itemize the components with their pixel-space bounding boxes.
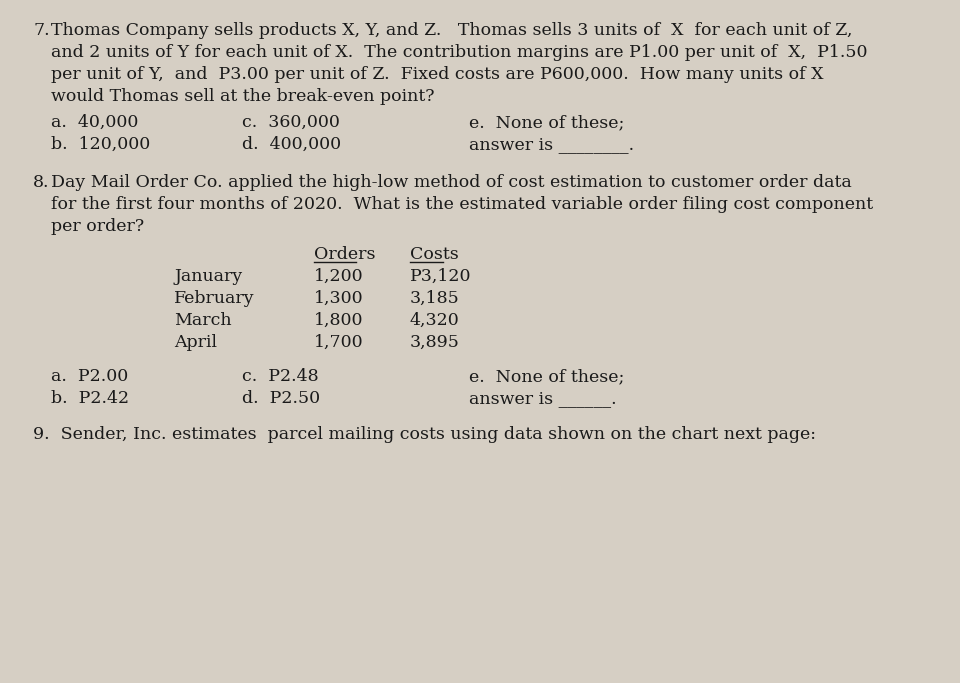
Text: for the first four months of 2020.  What is the estimated variable order filing : for the first four months of 2020. What … xyxy=(51,196,873,213)
Text: 3,185: 3,185 xyxy=(410,290,460,307)
Text: b.  120,000: b. 120,000 xyxy=(51,136,150,153)
Text: a.  P2.00: a. P2.00 xyxy=(51,368,128,385)
Text: April: April xyxy=(175,334,217,351)
Text: d.  400,000: d. 400,000 xyxy=(242,136,342,153)
Text: Costs: Costs xyxy=(410,246,459,263)
Text: 1,800: 1,800 xyxy=(314,312,363,329)
Text: March: March xyxy=(175,312,232,329)
Text: 4,320: 4,320 xyxy=(410,312,460,329)
Text: per order?: per order? xyxy=(51,218,144,235)
Text: 3,895: 3,895 xyxy=(410,334,460,351)
Text: answer is ________.: answer is ________. xyxy=(469,136,635,153)
Text: c.  360,000: c. 360,000 xyxy=(242,114,340,131)
Text: 1,700: 1,700 xyxy=(314,334,364,351)
Text: Thomas Company sells products X, Y, and Z.   Thomas sells 3 units of  X  for eac: Thomas Company sells products X, Y, and … xyxy=(51,22,852,39)
Text: P3,120: P3,120 xyxy=(410,268,471,285)
Text: February: February xyxy=(175,290,255,307)
Text: 1,300: 1,300 xyxy=(314,290,364,307)
Text: a.  40,000: a. 40,000 xyxy=(51,114,138,131)
Text: d.  P2.50: d. P2.50 xyxy=(242,390,321,407)
Text: 9.  Sender, Inc. estimates  parcel mailing costs using data shown on the chart n: 9. Sender, Inc. estimates parcel mailing… xyxy=(34,426,816,443)
Text: 8.: 8. xyxy=(34,174,50,191)
Text: c.  P2.48: c. P2.48 xyxy=(242,368,319,385)
Text: Day Mail Order Co. applied the high-low method of cost estimation to customer or: Day Mail Order Co. applied the high-low … xyxy=(51,174,852,191)
Text: answer is ______.: answer is ______. xyxy=(469,390,616,407)
Text: Orders: Orders xyxy=(314,246,375,263)
Text: and 2 units of Y for each unit of X.  The contribution margins are P1.00 per uni: and 2 units of Y for each unit of X. The… xyxy=(51,44,867,61)
Text: would Thomas sell at the break-even point?: would Thomas sell at the break-even poin… xyxy=(51,88,434,105)
Text: 1,200: 1,200 xyxy=(314,268,364,285)
Text: January: January xyxy=(175,268,243,285)
Text: 7.: 7. xyxy=(34,22,50,39)
Text: b.  P2.42: b. P2.42 xyxy=(51,390,129,407)
Text: e.  None of these;: e. None of these; xyxy=(469,114,624,131)
Text: e.  None of these;: e. None of these; xyxy=(469,368,624,385)
Text: per unit of Y,  and  P3.00 per unit of Z.  Fixed costs are P600,000.  How many u: per unit of Y, and P3.00 per unit of Z. … xyxy=(51,66,823,83)
